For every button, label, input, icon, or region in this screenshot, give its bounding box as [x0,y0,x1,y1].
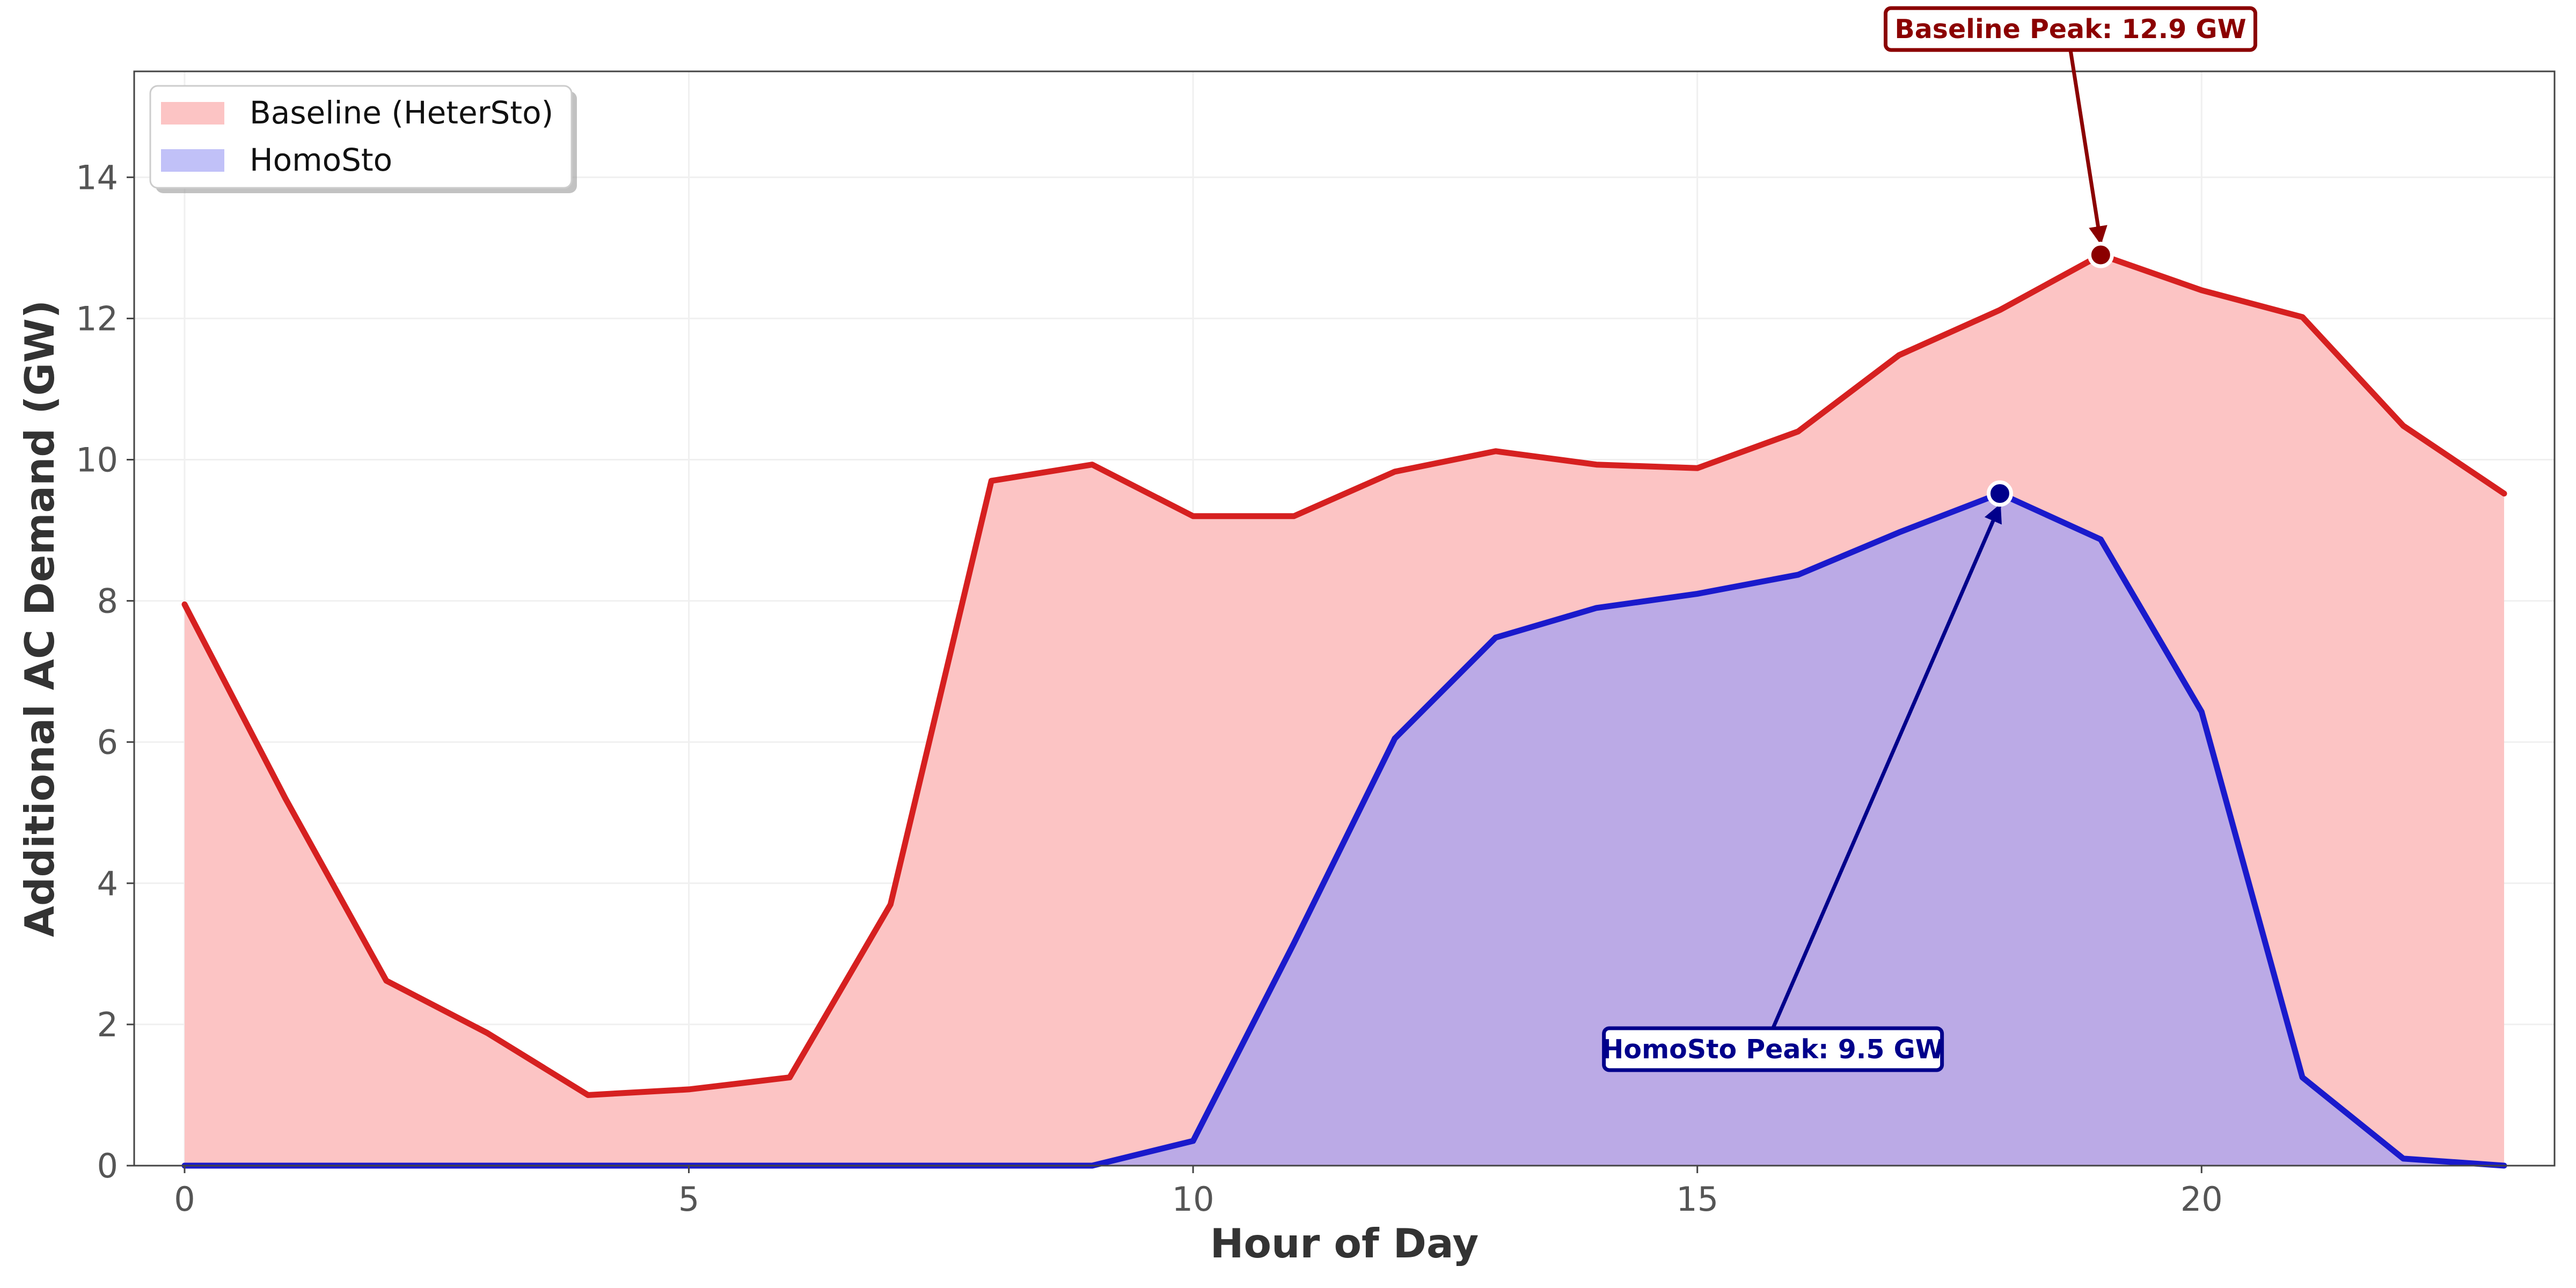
y-tick-label: 2 [97,1005,118,1044]
peak-marker [2087,241,2114,268]
annotation-arrow [2068,49,2107,245]
legend-swatch-homosto [161,149,224,172]
y-tick-label: 0 [97,1146,118,1185]
x-tick-label: 10 [1172,1180,1214,1219]
peak-marker [1986,480,2013,507]
annotation-box [1884,6,2257,52]
y-axis-title: Additional AC Demand (GW) [16,300,63,937]
homosto-area [184,493,2505,1166]
legend-swatch-baseline [161,102,224,125]
legend-label-baseline: Baseline (HeterSto) [250,94,553,131]
annotation-box [1602,1026,1944,1072]
peak-annotations: Baseline Peak: 12.9 GW HomoSto Peak: 9.5 … [1601,6,2257,1072]
plot-border [133,70,2556,1167]
y-tick-label: 4 [97,864,118,903]
axis-ticks: 0 5 10 15 20 0 2 4 6 8 10 12 14 [76,158,2223,1219]
annotation-label: HomoSto Peak: 9.5 GW [1601,1034,1944,1065]
y-tick-label: 14 [76,158,118,197]
plot-frame [133,70,2556,1167]
y-tick-label: 8 [97,582,118,621]
x-tick-label: 0 [174,1180,195,1219]
x-axis-title: Hour of Day [1210,1220,1479,1267]
legend-label-homosto: HomoSto [250,142,392,178]
x-tick-label: 5 [678,1180,699,1219]
area-fills [184,255,2505,1166]
legend-box [149,85,573,189]
y-tick-label: 6 [97,723,118,762]
annotation-arrow [1771,503,2002,1029]
x-tick-label: 15 [1676,1180,1718,1219]
y-tick-label: 10 [76,441,118,480]
baseline-line [181,252,2507,1098]
y-tick-label: 12 [76,299,118,338]
x-tick-label: 20 [2180,1180,2223,1219]
annotation-label: Baseline Peak: 12.9 GW [1894,14,2246,45]
legend: Baseline (HeterSto) HomoSto [149,85,577,193]
